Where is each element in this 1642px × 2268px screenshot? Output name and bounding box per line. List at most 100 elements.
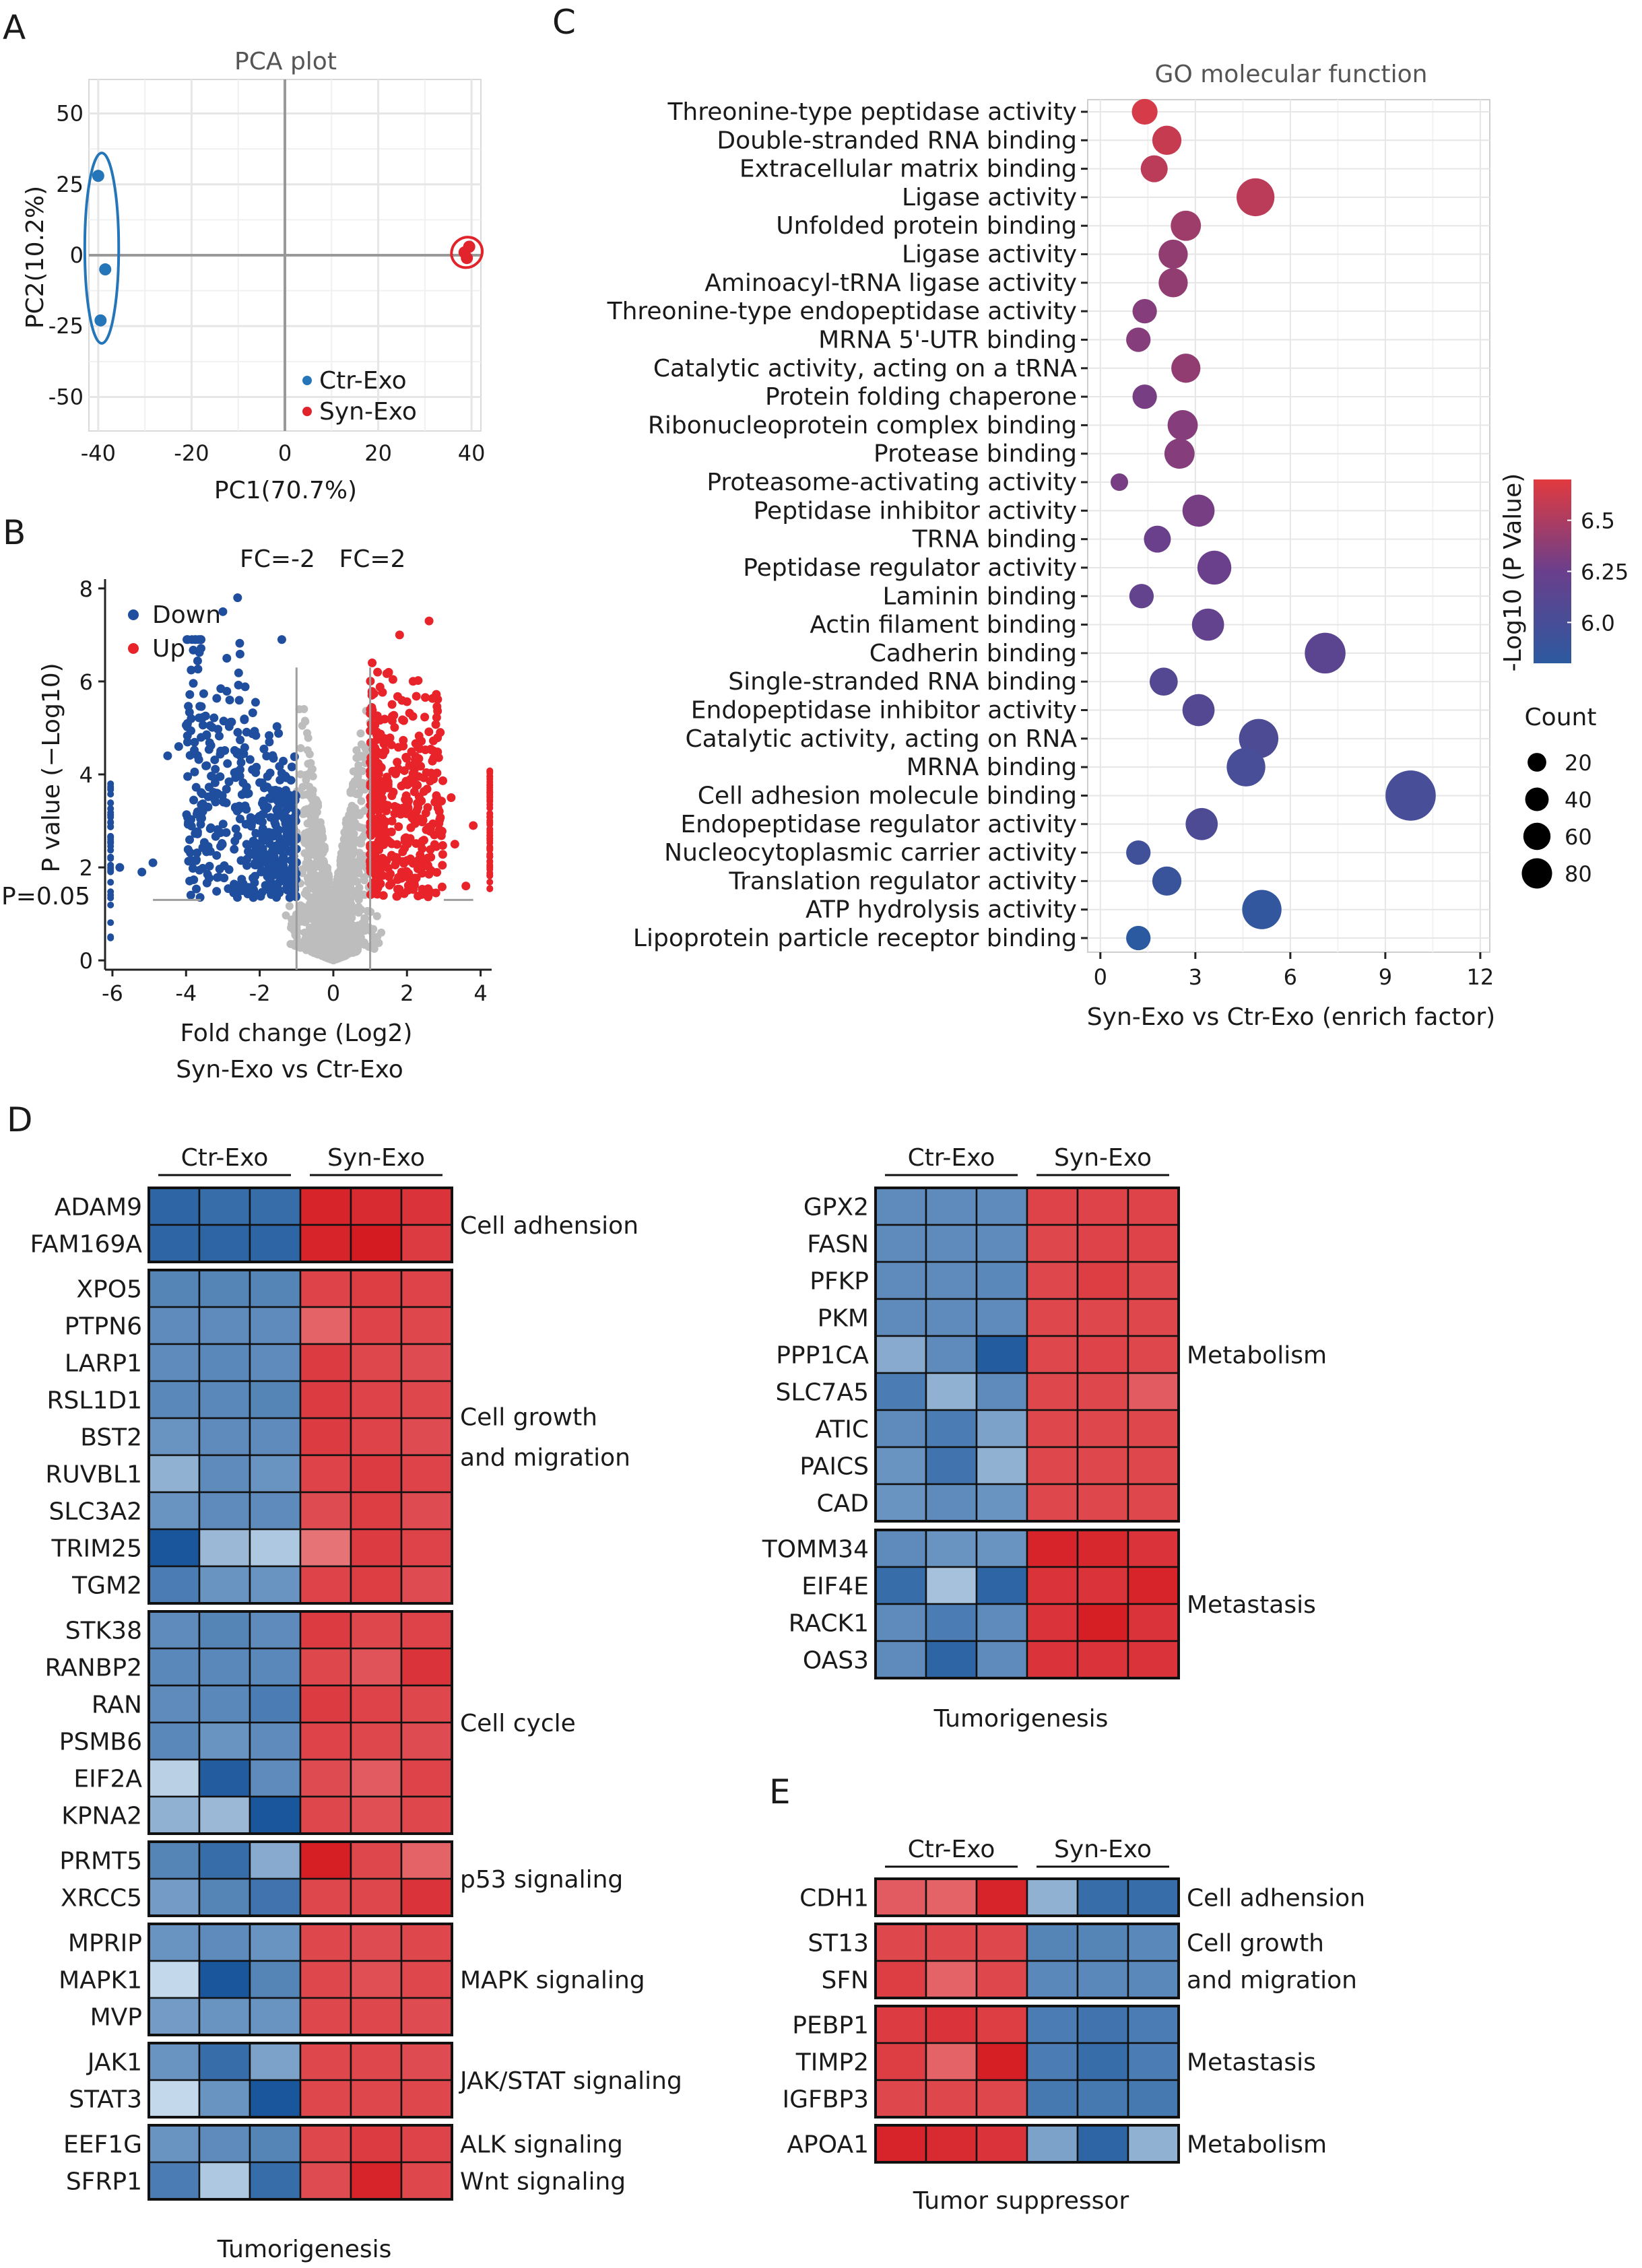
go-term-label: Proteasome-activating activity	[707, 469, 1077, 496]
heatmap-block-border	[874, 1187, 1180, 1523]
volcano-point-down	[218, 839, 227, 848]
heatmap-cell	[249, 1343, 302, 1382]
heatmap-cell	[147, 1224, 201, 1263]
heatmap-category-label: Metabolism	[1187, 2131, 1327, 2159]
go-dot	[1132, 299, 1157, 324]
volcano-point-ns	[361, 914, 370, 923]
heatmap-cell	[350, 2161, 403, 2201]
go-term-label: Catalytic activity, acting on a tRNA	[653, 355, 1078, 382]
volcano-point-down	[222, 653, 232, 663]
heatmap-cell	[299, 1721, 352, 1761]
volcano-point-ns	[319, 919, 327, 927]
heatmap-gene-label: JAK1	[86, 2049, 142, 2077]
volcano-point-up	[422, 768, 431, 777]
volcano-ytick: 6	[79, 669, 93, 695]
volcano-point-down	[242, 840, 251, 849]
pca-legend-dot-Syn-Exo	[302, 407, 312, 416]
heatmap-category-label: Metastasis	[1187, 2049, 1316, 2077]
volcano-xtick: -6	[102, 980, 123, 1006]
volcano-point-outlier	[395, 630, 404, 640]
heatmap-cell	[874, 1224, 927, 1263]
pca-xtick: 20	[364, 440, 392, 466]
heatmap-block-border	[874, 1923, 1180, 1999]
volcano-point-down	[263, 832, 273, 841]
go-xtick: 12	[1467, 964, 1495, 990]
heatmap-cell	[1127, 1603, 1180, 1642]
heatmap-cell	[299, 2042, 352, 2081]
volcano-point-down	[190, 737, 199, 747]
heatmap-cell	[925, 1483, 978, 1523]
volcano-point-ns	[302, 886, 310, 895]
go-term-label: Cell adhesion molecule binding	[698, 782, 1077, 809]
volcano-point-up	[398, 803, 407, 813]
volcano-point-ns	[312, 898, 321, 907]
heatmap-cell	[1127, 1224, 1180, 1263]
go-term-label: Protease binding	[874, 440, 1077, 468]
heatmap-cell	[975, 1566, 1028, 1605]
heatmap-cell	[400, 1923, 453, 1962]
volcano-point-up	[393, 892, 402, 901]
volcano-point-ns	[357, 839, 366, 848]
heatmap-cell	[198, 2042, 251, 2081]
heatmap-group-label: Ctr-Exo	[908, 1144, 995, 1172]
heatmap-cell	[249, 1721, 302, 1761]
panel-letter-a: A	[3, 8, 26, 47]
volcano-point-ns	[354, 868, 363, 877]
heatmap-cell	[874, 1877, 927, 1917]
volcano-point-down	[183, 772, 193, 781]
volcano-point-down	[233, 728, 242, 737]
pca-xtick: -40	[81, 440, 116, 466]
go-dot	[1152, 125, 1182, 155]
heatmap-cell	[198, 2079, 251, 2119]
colorbar-title: -Log10 (P Value)	[1499, 473, 1527, 672]
volcano-point-ns	[350, 906, 358, 914]
go-term-label: Nucleocytoplasmic carrier activity	[664, 839, 1077, 867]
volcano-point-edge-up	[486, 832, 494, 840]
heatmap-cell	[925, 2079, 978, 2119]
go-term-label: Cadherin binding	[869, 640, 1077, 667]
volcano-point-ns	[358, 778, 367, 787]
volcano-point-down	[268, 751, 277, 760]
volcano-point-down	[225, 695, 234, 704]
heatmap-cell	[299, 2124, 352, 2164]
go-term-label: Lipoprotein particle receptor binding	[633, 925, 1077, 952]
heatmap-cell	[1127, 1372, 1180, 1411]
heatmap-gene-label: PTPN6	[65, 1313, 142, 1341]
heatmap-block-border	[874, 1877, 1180, 1917]
volcano-point-ns	[325, 872, 333, 881]
volcano-point-ns	[342, 824, 351, 833]
heatmap-gene-label: MVP	[90, 2004, 142, 2032]
volcano-point-up	[422, 785, 432, 794]
volcano-point-down	[235, 649, 244, 659]
volcano-point-down	[193, 665, 203, 674]
heatmap-gene-label: EIF2A	[73, 1766, 142, 1793]
volcano-point-ns	[316, 836, 325, 845]
volcano-point-edge-up	[486, 885, 494, 892]
volcano-point-up	[390, 723, 399, 732]
pca-ylabel: PC2(10.2%)	[22, 186, 49, 329]
heatmap-category-label: Cell cycle	[460, 1710, 576, 1737]
volcano-point-down	[193, 656, 202, 665]
heatmap-cell	[400, 2079, 453, 2119]
volcano-point-down	[224, 865, 234, 874]
heatmap-gene-label: XRCC5	[61, 1885, 142, 1912]
volcano-point-down	[183, 635, 192, 644]
volcano-point-up	[414, 676, 423, 686]
heatmap-cell	[874, 2042, 927, 2081]
heatmap-cell	[1026, 1960, 1079, 1999]
volcano-point-down	[230, 844, 239, 854]
go-dot	[1164, 438, 1195, 469]
pca-ellipse-Ctr-Exo	[83, 152, 121, 345]
volcano-point-up	[375, 748, 385, 758]
volcano-point-ns	[347, 836, 356, 845]
go-xlabel: Syn-Exo vs Ctr-Exo (enrich factor)	[1087, 1003, 1495, 1031]
heatmap-cell	[1127, 1877, 1180, 1917]
heatmap-group-label: Syn-Exo	[327, 1144, 425, 1172]
volcano-point-up	[415, 814, 424, 824]
heatmap-cell	[249, 1187, 302, 1226]
volcano-point-down	[258, 844, 267, 853]
pca-legend-label: Ctr-Exo	[319, 367, 407, 395]
volcano-point-down	[190, 767, 199, 776]
heatmap-cell	[1026, 1529, 1079, 1568]
go-xtick: 6	[1284, 964, 1297, 990]
